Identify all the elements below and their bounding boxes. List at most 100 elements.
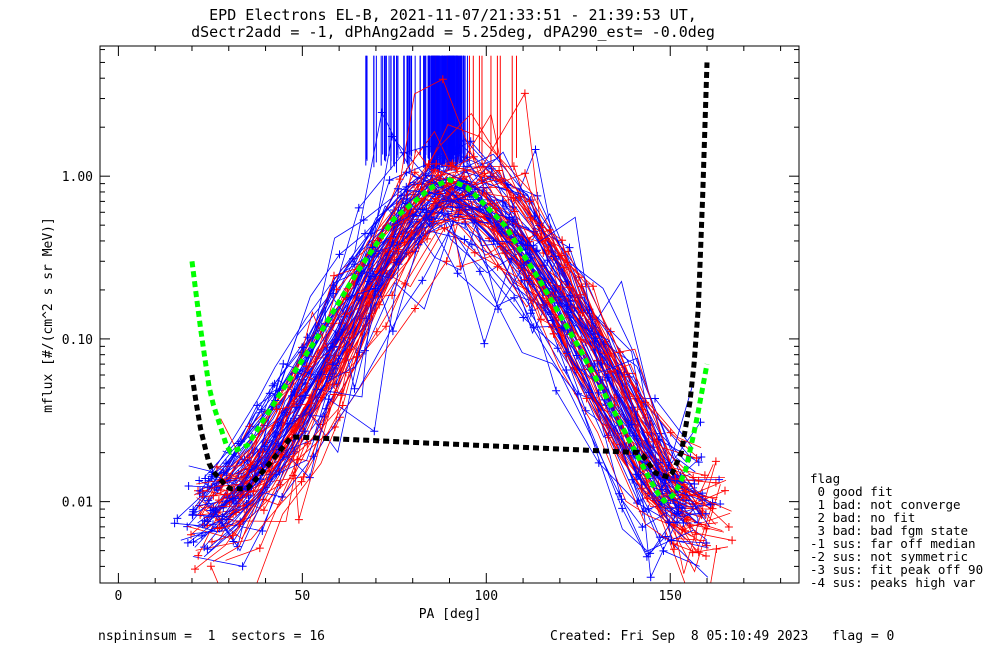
blue-point-marker: [275, 468, 284, 476]
blue-point-marker: [399, 148, 408, 157]
blue-point-marker: [206, 506, 215, 515]
red-point-marker: [196, 510, 205, 519]
red-point-marker: [558, 236, 567, 245]
blue-point-marker: [370, 427, 379, 436]
red-point-marker: [557, 251, 566, 260]
red-point-marker: [438, 75, 447, 84]
blue-point-marker: [170, 519, 179, 528]
red-point-marker: [576, 290, 585, 299]
red-point-marker: [692, 454, 701, 463]
blue-point-marker: [594, 388, 603, 397]
blue-point-marker: [204, 476, 213, 485]
red-point-marker: [509, 162, 518, 171]
y-axis-label: mflux [#/(cm^2 s sr MeV)]: [41, 217, 56, 413]
blue-point-marker: [260, 442, 269, 451]
blue-point-marker: [388, 327, 397, 336]
red-point-marker: [307, 399, 316, 408]
red-point-marker: [293, 455, 302, 464]
blue-spectrum-line: [187, 198, 684, 544]
blue-point-marker: [303, 333, 312, 342]
red-point-marker: [520, 89, 529, 98]
blue-point-marker: [184, 482, 193, 490]
blue-point-marker: [634, 470, 643, 479]
red-point-marker: [332, 285, 341, 294]
red-point-marker: [643, 494, 652, 503]
red-point-marker: [411, 304, 419, 313]
blue-point-marker: [697, 453, 706, 461]
red-point-marker: [386, 234, 395, 243]
red-point-marker: [560, 263, 568, 272]
red-point-marker: [442, 257, 451, 266]
blue-point-marker: [332, 379, 341, 388]
footer-right: Created: Fri Sep 8 05:10:49 2023 flag = …: [550, 629, 894, 644]
red-point-marker: [276, 480, 285, 489]
blue-spectrum: [207, 165, 699, 488]
title-line-2: dSectr2add = -1, dPhAng2add = 5.25deg, d…: [191, 23, 715, 41]
blue-spectrum-line: [208, 209, 687, 540]
red-point-marker: [231, 508, 240, 517]
red-point-marker: [439, 204, 448, 213]
blue-point-marker: [421, 142, 430, 151]
red-point-marker: [213, 524, 222, 533]
red-point-marker: [194, 551, 203, 560]
blue-point-marker: [651, 394, 659, 403]
blue-point-marker: [523, 241, 532, 250]
blue-point-marker: [531, 145, 540, 154]
x-axis-label: PA [deg]: [419, 607, 482, 622]
blue-point-marker: [403, 195, 412, 203]
red-spectrum-line: [216, 169, 705, 476]
x-tick-label: 150: [658, 589, 681, 604]
blue-point-marker: [229, 537, 238, 546]
blue-point-marker: [642, 552, 651, 561]
red-spectrum-line: [212, 184, 724, 562]
red-point-marker: [297, 477, 306, 486]
red-point-marker: [698, 508, 707, 517]
blue-point-marker: [618, 504, 627, 513]
red-point-marker: [338, 401, 347, 410]
red-point-marker: [711, 457, 720, 466]
blue-point-marker: [562, 348, 571, 356]
red-spectrum: [193, 152, 727, 501]
red-point-marker: [214, 496, 223, 505]
footer-left: nspininsum = 1 sectors = 16: [98, 629, 325, 644]
red-point-marker: [477, 176, 486, 184]
blue-point-marker: [189, 538, 198, 546]
red-point-marker: [446, 161, 455, 170]
blue-point-marker: [594, 458, 603, 467]
legend-item-7: -4 sus: peaks high var: [810, 575, 976, 590]
red-point-marker: [223, 490, 232, 499]
red-point-marker: [228, 531, 237, 540]
red-point-marker: [206, 562, 215, 571]
blue-point-marker: [563, 277, 572, 286]
blue-point-marker: [679, 519, 688, 527]
blue-point-marker: [278, 493, 287, 501]
blue-point-marker: [328, 342, 337, 351]
red-spectrum-line: [221, 78, 716, 484]
blue-spectrum-line: [188, 145, 709, 502]
blue-point-marker: [520, 261, 528, 270]
blue-point-marker: [418, 276, 427, 285]
blue-point-marker: [329, 289, 338, 298]
blue-point-marker: [238, 562, 247, 571]
blue-spectrum-line: [192, 188, 694, 516]
blue-point-marker: [461, 220, 470, 228]
red-point-marker: [542, 234, 550, 243]
red-point-marker: [549, 329, 558, 338]
blue-point-marker: [188, 511, 197, 520]
blue-point-marker: [385, 176, 394, 185]
blue-point-marker: [366, 229, 375, 238]
blue-point-marker: [387, 132, 396, 141]
blue-point-marker: [309, 452, 318, 461]
blue-point-marker: [494, 305, 502, 314]
blue-spectrum-line: [194, 208, 694, 553]
red-point-marker: [470, 248, 479, 257]
legend-item-5: -2 sus: not symmetric: [810, 549, 968, 564]
red-point-marker: [589, 282, 597, 291]
red-point-marker: [245, 453, 254, 462]
blue-spectrum: [194, 205, 694, 553]
red-point-marker: [410, 168, 419, 177]
blue-point-marker: [563, 302, 572, 311]
blue-point-marker: [466, 137, 475, 146]
red-point-marker: [565, 283, 574, 292]
blue-spectrum: [188, 184, 694, 520]
